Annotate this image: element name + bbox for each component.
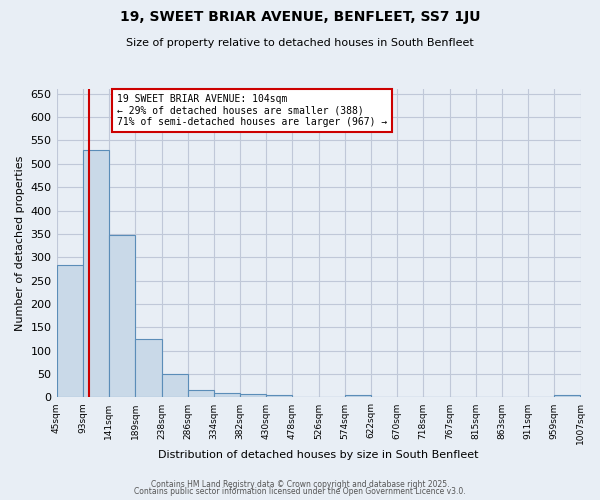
Bar [56,265,83,398]
Text: 19, SWEET BRIAR AVENUE, BENFLEET, SS7 1JU: 19, SWEET BRIAR AVENUE, BENFLEET, SS7 1J… [120,10,480,24]
Bar [266,395,292,398]
Text: Size of property relative to detached houses in South Benfleet: Size of property relative to detached ho… [126,38,474,48]
Text: Contains HM Land Registry data © Crown copyright and database right 2025.: Contains HM Land Registry data © Crown c… [151,480,449,489]
Bar [344,395,371,398]
Bar [240,394,266,398]
Bar [135,339,161,398]
X-axis label: Distribution of detached houses by size in South Benfleet: Distribution of detached houses by size … [158,450,479,460]
Bar [161,374,188,398]
Text: 19 SWEET BRIAR AVENUE: 104sqm
← 29% of detached houses are smaller (388)
71% of : 19 SWEET BRIAR AVENUE: 104sqm ← 29% of d… [117,94,387,127]
Bar [214,393,240,398]
Text: Contains public sector information licensed under the Open Government Licence v3: Contains public sector information licen… [134,487,466,496]
Y-axis label: Number of detached properties: Number of detached properties [15,156,25,331]
Bar [188,390,214,398]
Bar [83,150,109,398]
Bar [109,235,135,398]
Bar [554,395,580,398]
